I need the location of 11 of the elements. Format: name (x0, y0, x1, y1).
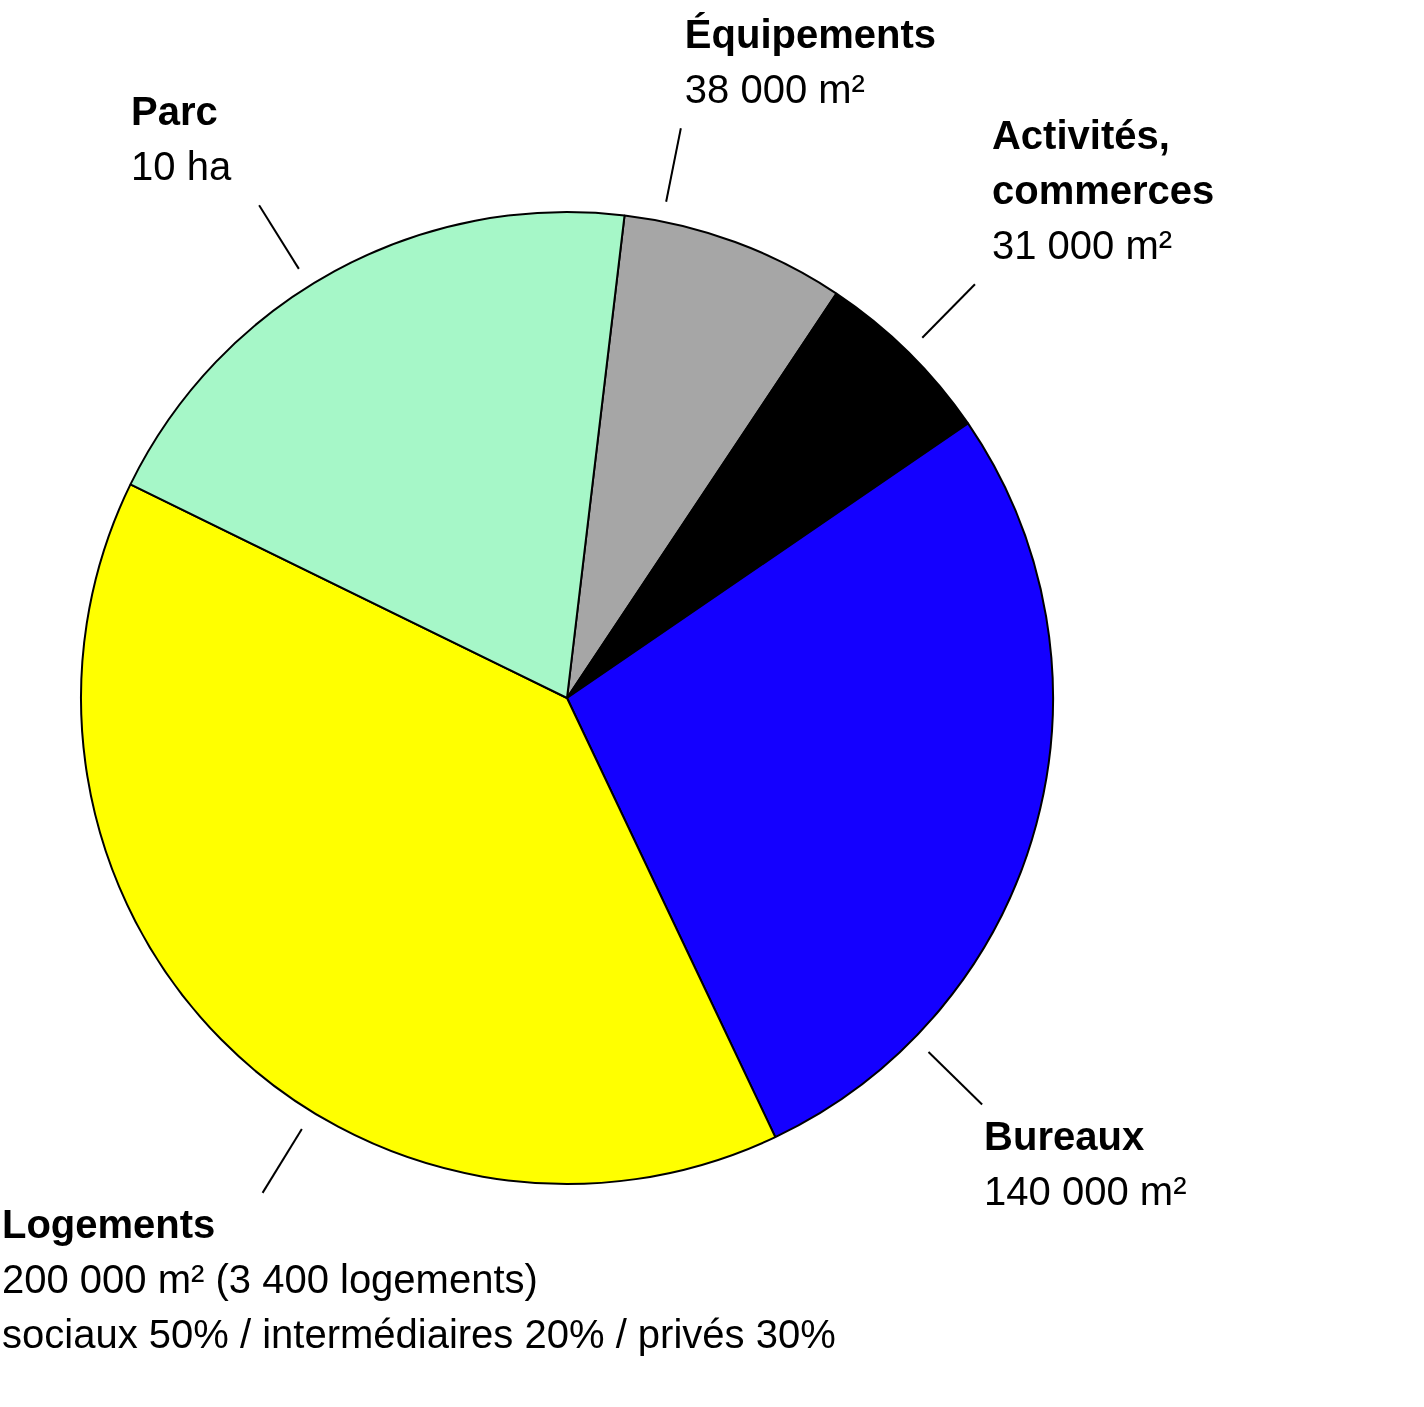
slice-label: Parc (131, 89, 218, 134)
data-label: 31 000 m² (991, 223, 1173, 268)
slice-label: Activités, commerces (991, 113, 1215, 213)
slice-label: Équipements (684, 12, 936, 57)
data-label: 140 000 m² (984, 1168, 1187, 1213)
slice-label: Bureaux (984, 1113, 1145, 1158)
slice-label: Logements (2, 1201, 216, 1246)
data-label: 38 000 m² (684, 67, 865, 112)
text: 10 ha (131, 144, 232, 189)
text: sociaux 50% / intermédiaires 20% / privés 30% (2, 1311, 836, 1356)
data-label: 200 000 m² (3 400 logements) (2, 1256, 538, 1301)
